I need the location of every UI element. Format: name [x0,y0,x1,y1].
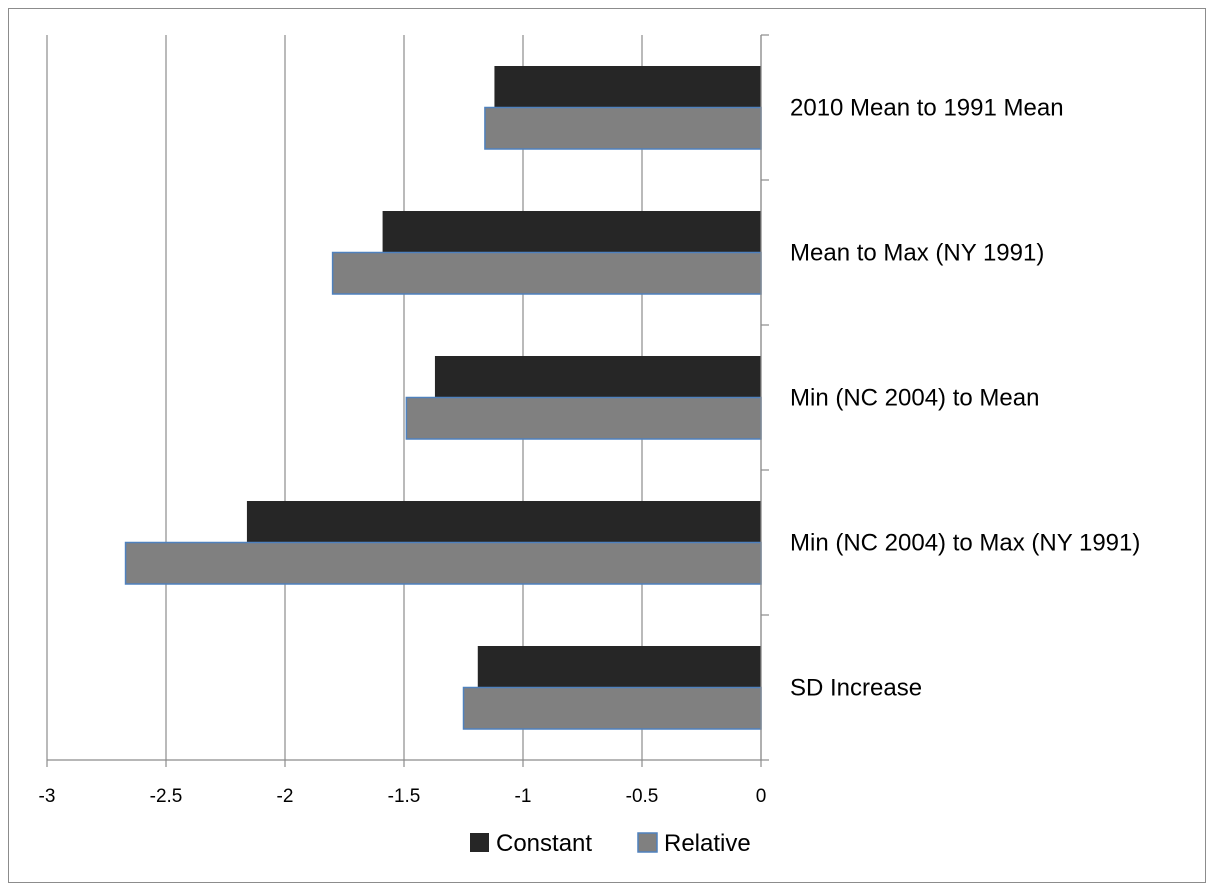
axes [46,34,769,767]
legend-swatch-relative [637,832,658,853]
bar-constant [477,646,761,688]
bar-constant [382,211,761,253]
bar-relative [462,686,762,730]
x-tick-label: -1.5 [388,786,421,807]
bar-relative [484,106,762,150]
bar-relative [124,541,762,585]
bar-constant [434,356,761,398]
bar-relative [331,251,762,295]
category-label: Mean to Max (NY 1991) [790,240,1044,267]
x-tick-label: -3 [39,786,56,807]
x-tick-label: -2.5 [150,786,183,807]
chart-frame [8,8,1206,883]
x-tick-label: -2 [277,786,294,807]
legend-label-constant: Constant [496,830,592,857]
x-tick-labels: -3 -2.5 -2 -1.5 -1 -0.5 0 [39,786,767,807]
bar-constant [494,66,761,108]
category-label: SD Increase [790,675,922,702]
x-tick-label: -0.5 [626,786,659,807]
x-tick-label: 0 [756,786,767,807]
legend-swatch-constant [470,833,489,852]
category-label: Min (NC 2004) to Mean [790,385,1039,412]
bars [124,66,762,730]
bar-relative [405,396,762,440]
legend: Constant Relative [470,830,751,857]
category-label: Min (NC 2004) to Max (NY 1991) [790,530,1140,557]
x-tick-label: -1 [515,786,532,807]
category-labels: 2010 Mean to 1991 Mean Mean to Max (NY 19… [790,95,1140,702]
bar-constant [246,501,762,543]
category-label: 2010 Mean to 1991 Mean [790,95,1064,122]
legend-label-relative: Relative [664,830,751,857]
